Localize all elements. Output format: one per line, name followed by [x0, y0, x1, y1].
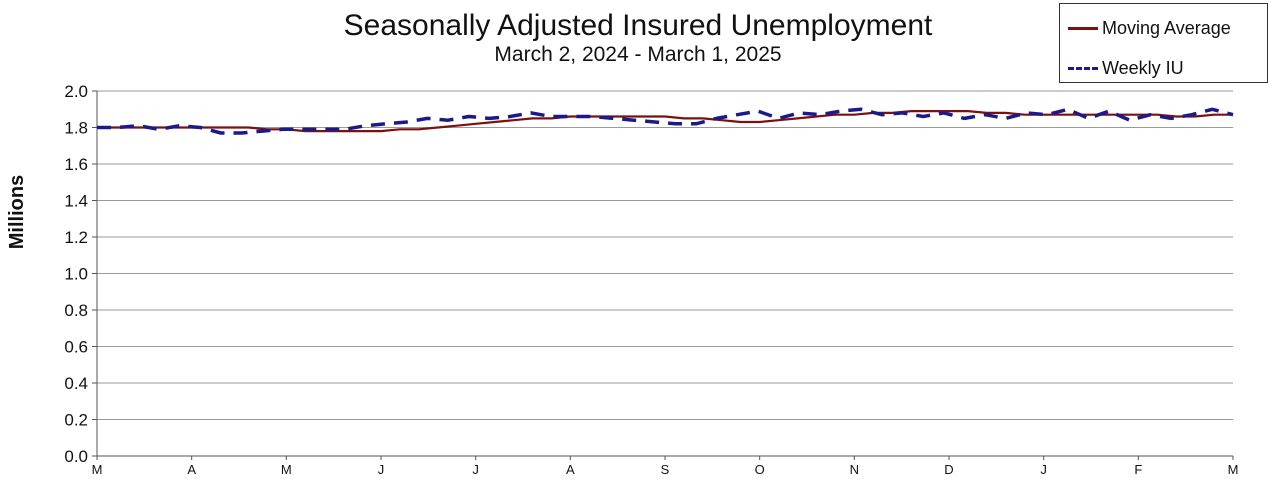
- legend-item-weekly-iu: Weekly IU: [1068, 56, 1184, 80]
- legend: Moving Average Weekly IU: [1059, 3, 1268, 83]
- x-tick-label: N: [850, 462, 859, 477]
- x-tick-label: M: [1228, 462, 1239, 477]
- x-tick-label: M: [281, 462, 292, 477]
- chart-title: Seasonally Adjusted Insured Unemployment: [343, 9, 933, 42]
- y-tick-label: 1.8: [64, 119, 88, 138]
- y-tick-label: 0.6: [64, 338, 88, 357]
- x-tick-label: D: [944, 462, 953, 477]
- x-tick-label: M: [92, 462, 103, 477]
- series-line-weekly-iu: [97, 107, 1234, 135]
- legend-item-moving-average: Moving Average: [1068, 16, 1231, 40]
- y-tick-label: 1.0: [64, 265, 88, 284]
- x-tick-label: F: [1134, 462, 1142, 477]
- y-tick-label: 2.0: [64, 82, 88, 101]
- y-tick-label: 0.4: [64, 374, 88, 393]
- y-tick-label: 1.4: [64, 192, 88, 211]
- x-tick-label: O: [755, 462, 765, 477]
- y-tick-label: 1.2: [64, 228, 88, 247]
- x-tick-label: J: [472, 462, 479, 477]
- x-tick-label: A: [187, 462, 196, 477]
- x-tick-label: J: [1040, 462, 1047, 477]
- y-tick-label: 0.8: [64, 301, 88, 320]
- x-tick-label: A: [566, 462, 575, 477]
- legend-swatch-moving-average: [1068, 26, 1098, 30]
- legend-label-moving-average: Moving Average: [1102, 17, 1231, 38]
- y-tick-label: 0.2: [64, 411, 88, 430]
- y-tick-label: 0.0: [64, 447, 88, 466]
- x-tick-label: J: [378, 462, 385, 477]
- legend-swatch-weekly-iu: [1068, 66, 1098, 70]
- legend-label-weekly-iu: Weekly IU: [1102, 57, 1184, 78]
- x-tick-label: S: [661, 462, 670, 477]
- series-line-moving-average: [97, 109, 1233, 133]
- chart-subtitle: March 2, 2024 - March 1, 2025: [494, 43, 782, 66]
- y-tick-label: 1.6: [64, 155, 88, 174]
